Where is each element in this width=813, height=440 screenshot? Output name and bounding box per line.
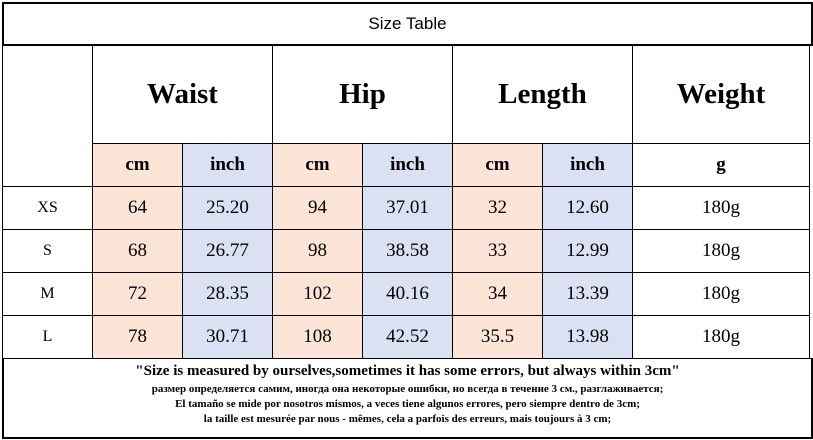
value-cell: 25.20 <box>182 186 273 230</box>
value-cell: 40.16 <box>362 272 453 316</box>
note-french: la taille est mesurée par nous - mêmes, … <box>203 413 612 425</box>
value-cell: 68 <box>92 229 183 273</box>
value-cell: 98 <box>272 229 363 273</box>
size-table: Waist Hip Length Weight cm inch cm inch … <box>2 44 810 359</box>
table-title: Size Table <box>2 2 813 46</box>
size-label: M <box>2 272 93 316</box>
value-cell: 26.77 <box>182 229 273 273</box>
value-cell: 35.5 <box>452 315 543 359</box>
value-cell: 180g <box>632 315 810 359</box>
unit-g: g <box>632 143 810 187</box>
unit-cm: cm <box>452 143 543 187</box>
unit-inch: inch <box>362 143 453 187</box>
header-length: Length <box>452 44 633 144</box>
value-cell: 42.52 <box>362 315 453 359</box>
unit-cm: cm <box>92 143 183 187</box>
value-cell: 13.39 <box>542 272 633 316</box>
value-cell: 12.60 <box>542 186 633 230</box>
header-hip: Hip <box>272 44 453 144</box>
note-spanish: El tamaño se mide por nosotros mismos, a… <box>175 398 640 410</box>
value-cell: 12.99 <box>542 229 633 273</box>
value-cell: 180g <box>632 229 810 273</box>
value-cell: 78 <box>92 315 183 359</box>
value-cell: 13.98 <box>542 315 633 359</box>
header-weight: Weight <box>632 44 810 144</box>
value-cell: 72 <box>92 272 183 316</box>
header-waist: Waist <box>92 44 273 144</box>
value-cell: 37.01 <box>362 186 453 230</box>
value-cell: 102 <box>272 272 363 316</box>
value-cell: 180g <box>632 272 810 316</box>
table-row: S 68 26.77 98 38.58 33 12.99 180g <box>2 229 810 273</box>
unit-inch: inch <box>542 143 633 187</box>
unit-inch: inch <box>182 143 273 187</box>
table-row: L 78 30.71 108 42.52 35.5 13.98 180g <box>2 315 810 359</box>
size-label: L <box>2 315 93 359</box>
value-cell: 32 <box>452 186 543 230</box>
table-row: XS 64 25.20 94 37.01 32 12.60 180g <box>2 186 810 230</box>
note-english: "Size is measured by ourselves,sometimes… <box>135 363 680 379</box>
note-russian: размер определяется самим, иногда она не… <box>151 383 664 395</box>
disclaimer: "Size is measured by ourselves,sometimes… <box>2 358 813 439</box>
value-cell: 30.71 <box>182 315 273 359</box>
value-cell: 33 <box>452 229 543 273</box>
value-cell: 64 <box>92 186 183 230</box>
value-cell: 94 <box>272 186 363 230</box>
size-label: S <box>2 229 93 273</box>
value-cell: 28.35 <box>182 272 273 316</box>
corner-cell <box>2 44 93 187</box>
value-cell: 34 <box>452 272 543 316</box>
value-cell: 180g <box>632 186 810 230</box>
size-label: XS <box>2 186 93 230</box>
value-cell: 38.58 <box>362 229 453 273</box>
value-cell: 108 <box>272 315 363 359</box>
unit-cm: cm <box>272 143 363 187</box>
table-row: M 72 28.35 102 40.16 34 13.39 180g <box>2 272 810 316</box>
